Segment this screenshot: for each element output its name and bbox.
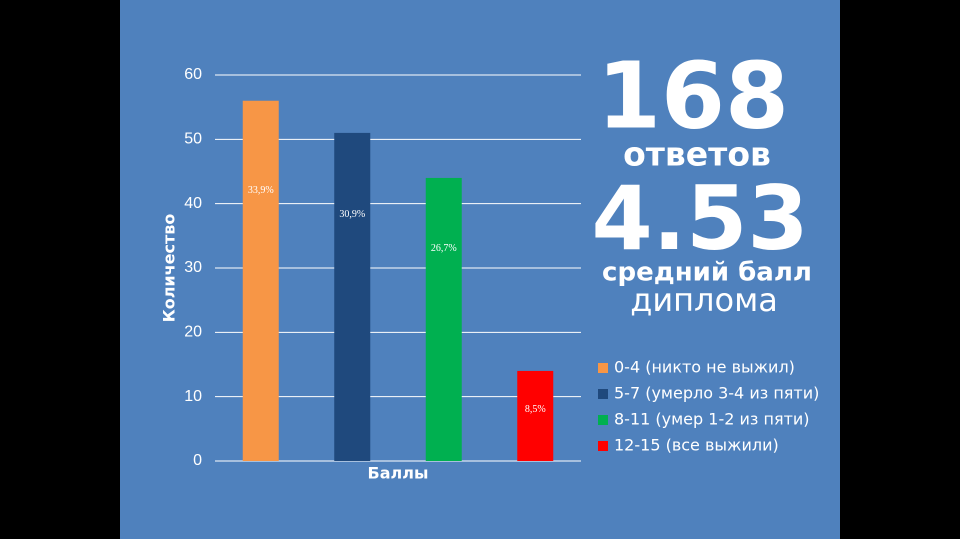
y-tick-label: 0 — [193, 452, 202, 469]
responses-count: 168 — [597, 42, 789, 149]
bar-label: 26,7% — [431, 243, 457, 254]
average-score: 4.53 — [591, 167, 808, 270]
average-label-2: диплома — [630, 281, 778, 319]
bar-label: 33,9% — [248, 185, 274, 196]
bar — [425, 177, 462, 461]
bar-label: 30,9% — [339, 209, 365, 220]
y-tick-label: 10 — [184, 388, 202, 405]
legend-label: 5-7 (умерло 3-4 из пяти) — [614, 384, 819, 403]
legend-label: 8-11 (умер 1-2 из пяти) — [614, 410, 810, 429]
bar — [517, 370, 554, 461]
legend-swatch — [598, 415, 608, 425]
bar — [334, 132, 371, 461]
legend-swatch — [598, 389, 608, 399]
legend-label: 12-15 (все выжили) — [614, 436, 779, 455]
y-tick-label: 50 — [184, 131, 202, 148]
y-axis-title: Количество — [160, 214, 179, 323]
legend-label: 0-4 (никто не выжил) — [614, 358, 795, 377]
legend-swatch — [598, 441, 608, 451]
average-label: средний балл — [602, 258, 812, 288]
y-tick-label: 60 — [184, 66, 202, 83]
bar — [242, 100, 279, 461]
y-tick-label: 30 — [184, 259, 202, 276]
y-tick-label: 40 — [184, 195, 202, 212]
legend-swatch — [598, 363, 608, 373]
y-tick-label: 20 — [184, 324, 202, 341]
x-axis-title: Баллы — [368, 464, 429, 483]
bar-label: 8,5% — [525, 404, 546, 415]
slide-background — [120, 0, 840, 539]
responses-label: ответов — [623, 135, 771, 174]
